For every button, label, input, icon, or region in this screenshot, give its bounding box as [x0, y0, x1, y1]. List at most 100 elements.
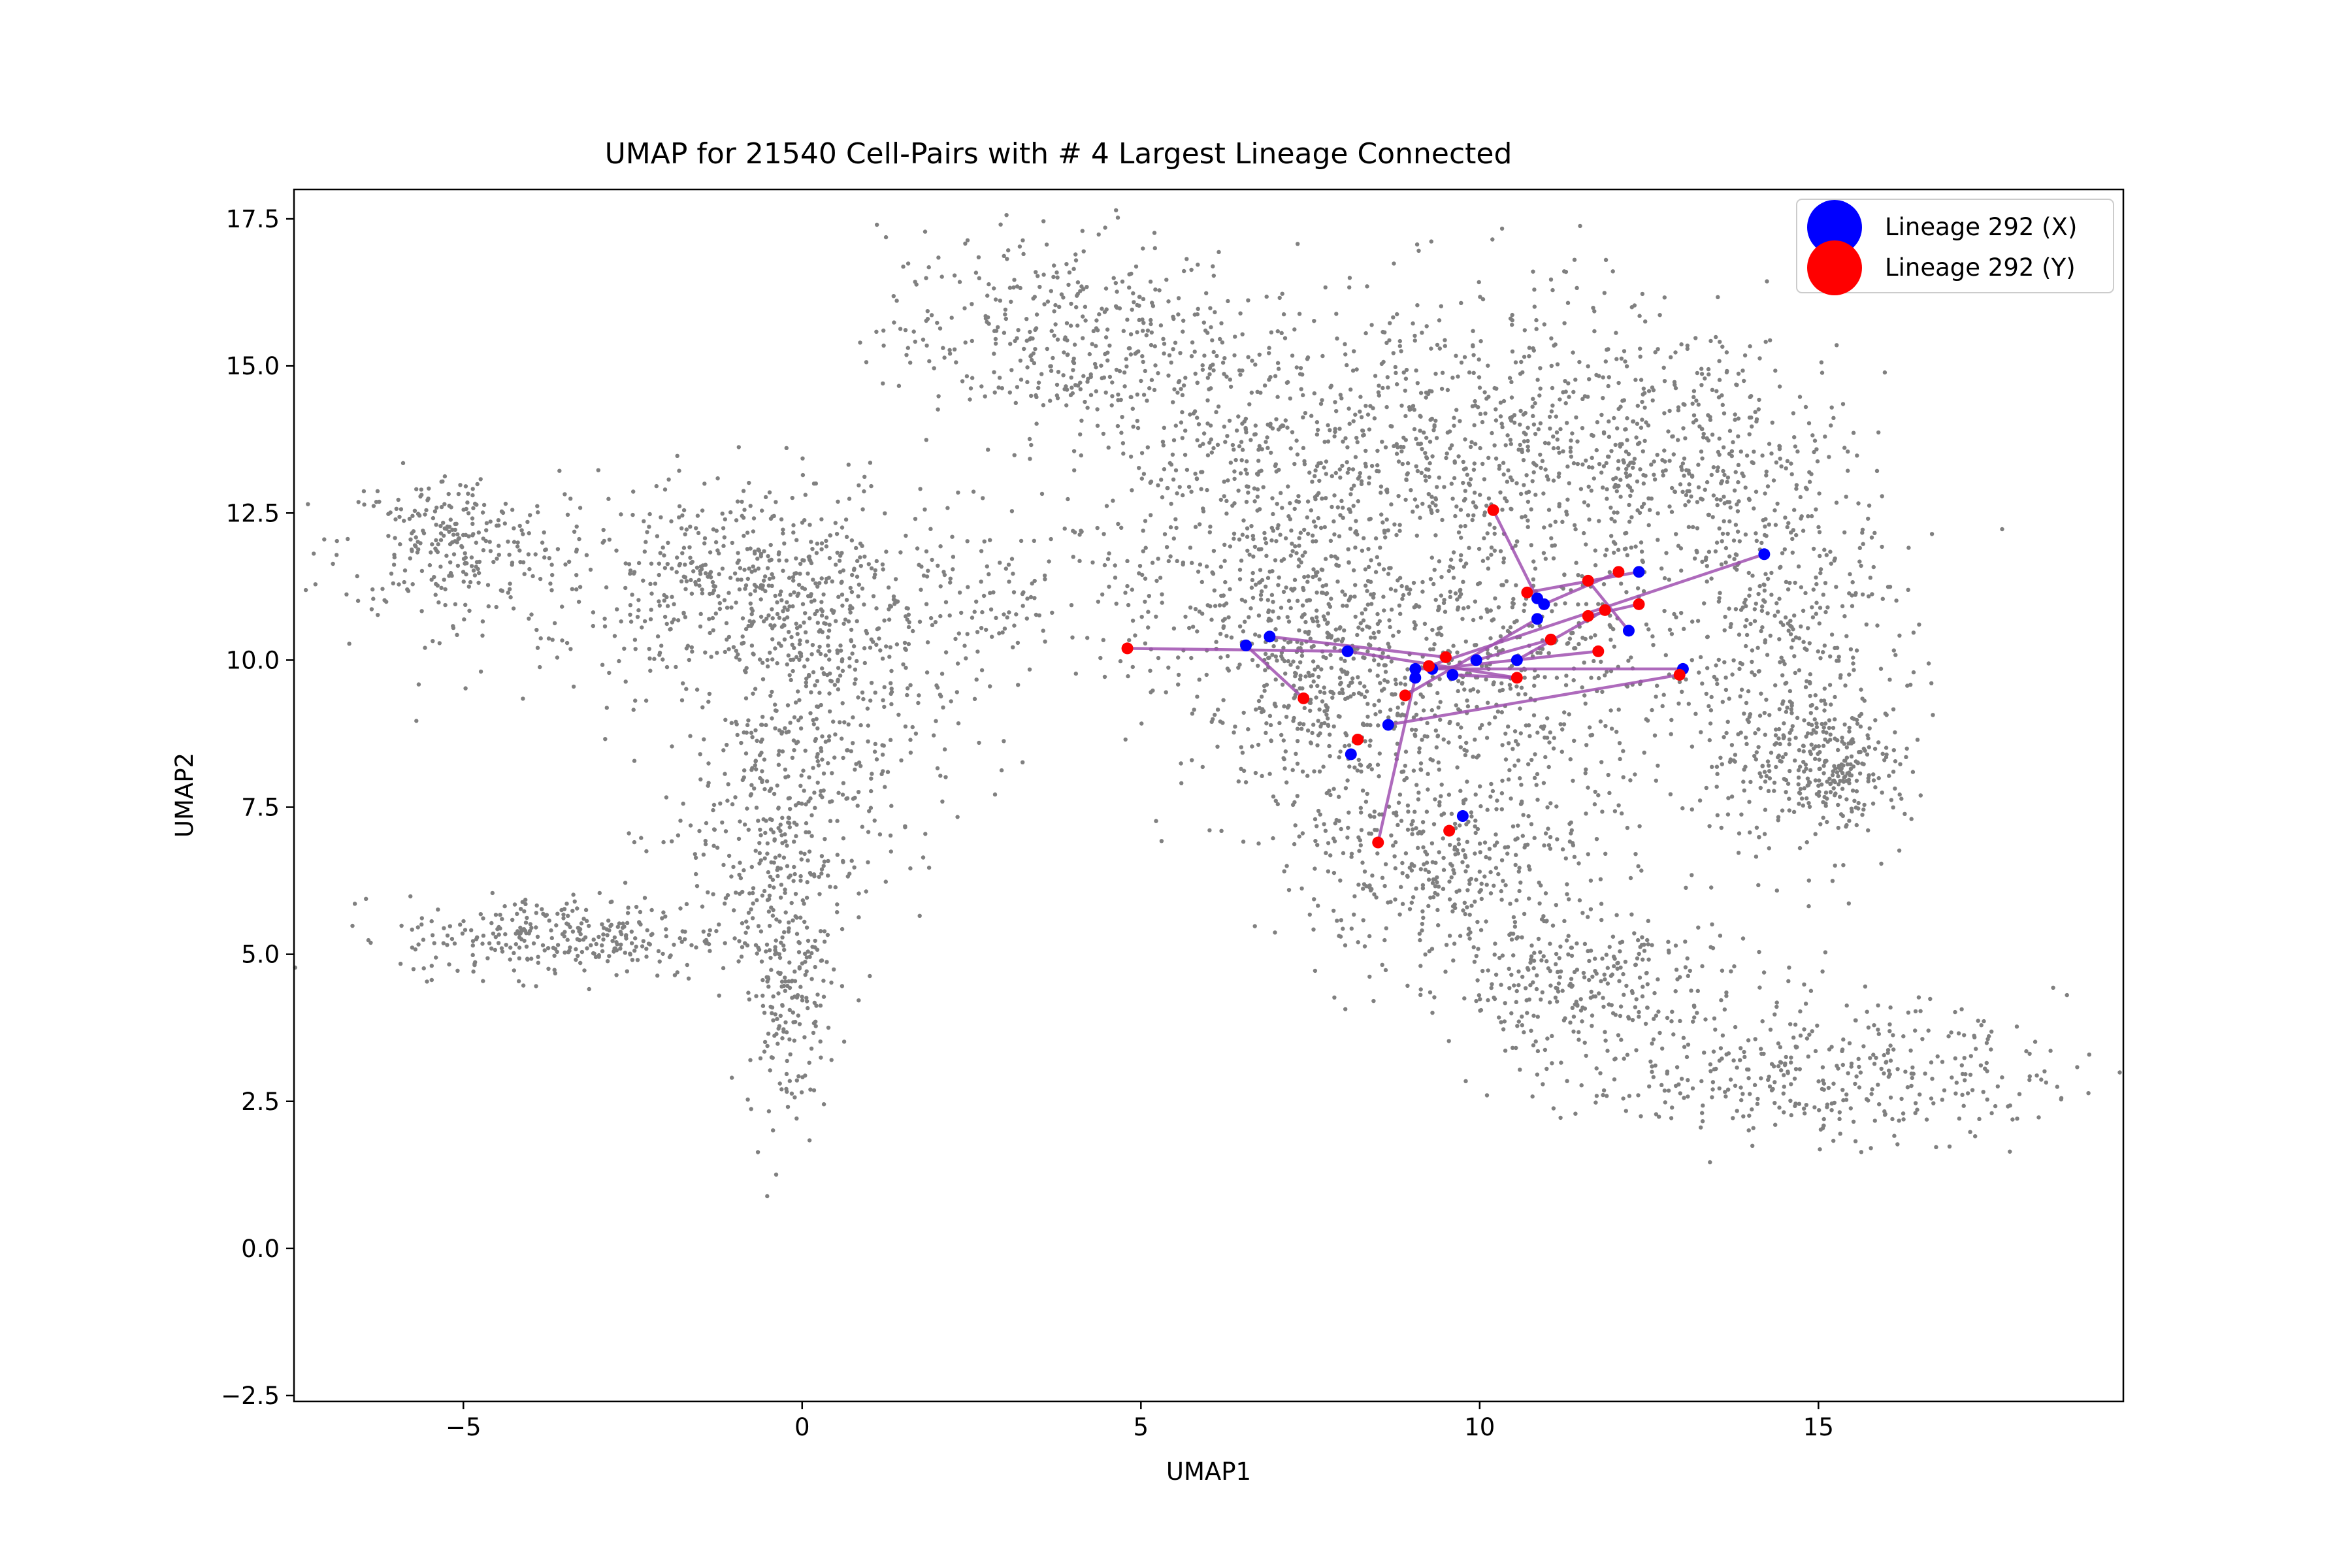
background-point: [768, 693, 773, 698]
background-point: [1497, 463, 1502, 468]
background-point: [570, 929, 576, 934]
background-point: [1430, 500, 1435, 505]
background-point: [1352, 483, 1356, 488]
background-point: [760, 508, 764, 513]
background-point: [1127, 272, 1132, 277]
background-point: [1646, 423, 1651, 428]
background-point: [1128, 352, 1134, 357]
background-point: [723, 901, 727, 906]
background-point: [800, 602, 806, 606]
background-point: [1014, 612, 1019, 617]
background-point: [729, 874, 734, 879]
background-point: [1682, 456, 1687, 461]
background-point: [1565, 642, 1569, 646]
background-point: [727, 647, 731, 651]
background-point: [1412, 427, 1417, 432]
background-point: [1723, 614, 1727, 619]
background-point: [1217, 603, 1222, 608]
background-point: [1891, 707, 1896, 711]
background-point: [1255, 487, 1260, 492]
background-point: [376, 613, 380, 617]
background-point: [813, 736, 819, 742]
background-point: [1736, 480, 1740, 485]
background-point: [1737, 632, 1742, 637]
background-point: [1795, 449, 1800, 454]
background-point: [751, 890, 755, 896]
background-point: [534, 984, 538, 988]
background-point: [1816, 525, 1821, 529]
background-point: [1744, 742, 1749, 747]
background-point: [1756, 745, 1761, 749]
background-point: [1898, 762, 1903, 766]
background-point: [1078, 289, 1083, 293]
background-point: [1793, 444, 1798, 449]
background-point: [1004, 566, 1009, 571]
background-point: [1100, 306, 1104, 311]
background-point: [1025, 380, 1030, 385]
background-point: [1345, 460, 1349, 465]
background-point: [792, 840, 796, 844]
background-point: [1858, 724, 1863, 729]
background-point: [706, 699, 711, 704]
background-point: [1740, 471, 1744, 476]
background-point: [789, 1091, 794, 1096]
background-point: [1852, 798, 1857, 804]
background-point: [1281, 645, 1286, 650]
background-point: [674, 570, 679, 574]
background-point: [694, 872, 698, 877]
background-point: [1576, 642, 1581, 647]
background-point: [688, 823, 693, 828]
background-point: [1854, 823, 1859, 828]
background-point: [767, 789, 772, 793]
background-point: [1445, 451, 1449, 456]
background-point: [768, 623, 773, 628]
background-point: [1526, 518, 1530, 523]
background-point: [1522, 483, 1526, 487]
background-point: [1619, 356, 1624, 361]
background-point: [956, 490, 960, 495]
background-point: [787, 630, 791, 634]
background-point: [452, 941, 457, 946]
background-point: [567, 949, 572, 953]
background-point: [1449, 811, 1454, 816]
background-point: [1609, 638, 1613, 642]
background-point: [1805, 796, 1809, 801]
background-point: [737, 939, 742, 943]
background-point: [546, 636, 551, 641]
background-point: [1240, 368, 1245, 373]
background-point: [1048, 399, 1053, 403]
background-point: [781, 568, 785, 573]
background-point: [1575, 461, 1580, 466]
background-point: [1582, 500, 1587, 504]
background-point: [1173, 468, 1179, 473]
background-point: [1131, 424, 1135, 429]
background-point: [1749, 415, 1754, 420]
background-point: [886, 585, 891, 590]
background-point: [858, 764, 863, 768]
background-point: [680, 513, 685, 518]
background-point: [1567, 636, 1573, 641]
background-point: [564, 921, 569, 926]
background-point: [1891, 805, 1895, 810]
background-point: [1681, 402, 1686, 406]
background-point: [862, 661, 868, 666]
background-point: [734, 518, 739, 523]
background-point: [1450, 375, 1455, 380]
background-point: [1540, 459, 1545, 463]
background-point: [1413, 497, 1418, 502]
background-point: [1532, 676, 1537, 680]
background-point: [1334, 409, 1339, 414]
background-point: [1310, 533, 1315, 538]
background-point: [743, 627, 749, 632]
background-point: [787, 673, 792, 678]
background-point: [535, 504, 540, 508]
background-point: [1543, 440, 1548, 446]
background-point: [471, 568, 476, 573]
background-point: [838, 673, 843, 678]
background-point: [371, 504, 376, 508]
background-point: [520, 900, 525, 904]
background-point: [579, 921, 584, 926]
background-point: [1372, 416, 1377, 421]
background-point: [487, 540, 492, 544]
background-point: [700, 508, 705, 513]
